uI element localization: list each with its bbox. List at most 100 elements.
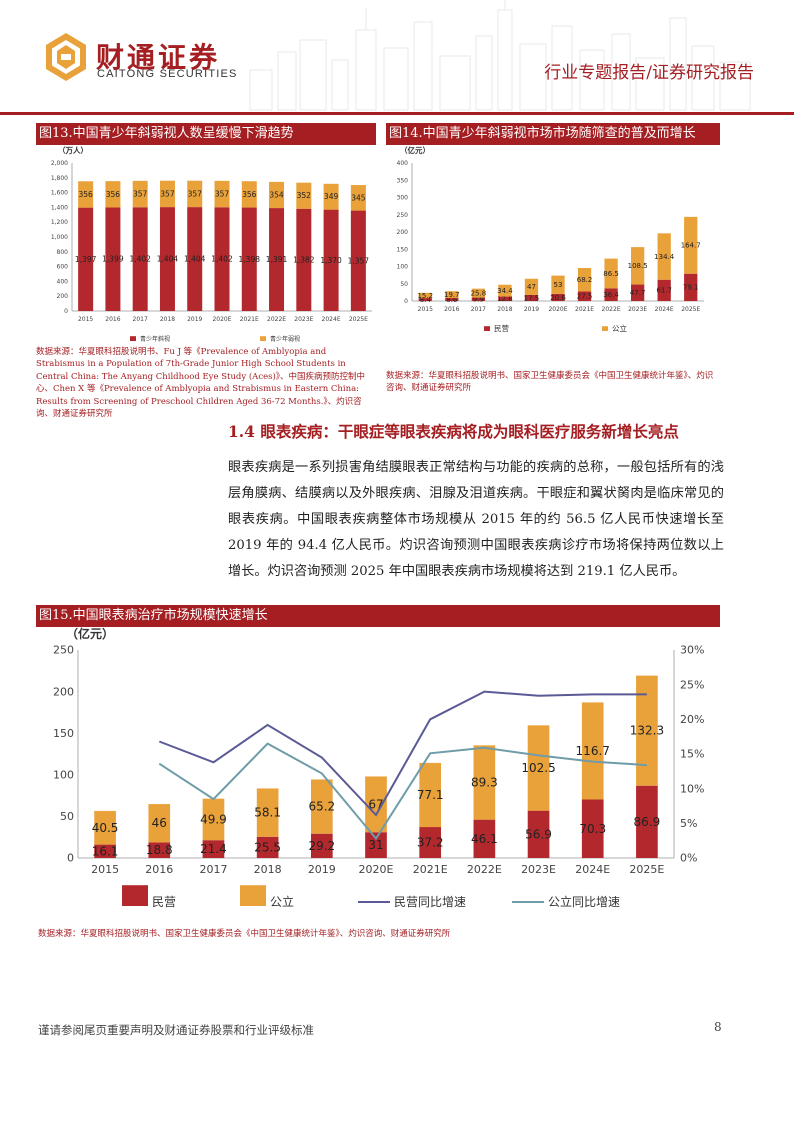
bar-segment xyxy=(631,247,645,285)
y-tick-label: 200 xyxy=(53,685,74,698)
x-tick-label: 2025E xyxy=(349,316,368,323)
bar-segment xyxy=(148,842,171,858)
data-label: 1,391 xyxy=(266,255,288,264)
bar-segment xyxy=(214,180,230,208)
data-label: 36.4 xyxy=(603,291,619,299)
y-tick-label: 100 xyxy=(397,264,409,271)
bar-segment xyxy=(296,182,312,209)
data-label: 46 xyxy=(152,816,167,830)
bar-segment xyxy=(581,702,604,800)
bar-segment xyxy=(94,810,116,845)
y2-tick-label: 30% xyxy=(680,644,704,657)
fig13-chart: （万人） 0 200 400 600 800 1,000 1,200 1,400 1,600 1,8… xyxy=(51,145,372,343)
bar-segment xyxy=(365,832,387,858)
x-tick-label: 2017 xyxy=(199,863,227,876)
y-tick-label: 250 xyxy=(397,212,409,219)
y-tick-label: 0 xyxy=(67,852,74,865)
section-heading: 1.4 眼表疾病：干眼症等眼表疾病将成为眼科医疗服务新增长亮点 xyxy=(228,422,679,441)
y-tick-label: 1,200 xyxy=(51,219,68,226)
data-label: 356 xyxy=(242,190,257,199)
header-divider xyxy=(0,112,794,115)
y2-tick-label: 20% xyxy=(680,713,704,726)
brand-name-en: CAITONG SECURITIES xyxy=(97,68,238,80)
x-tick-label: 2022E xyxy=(467,863,502,876)
data-label: 86.5 xyxy=(603,270,619,278)
bar-segment xyxy=(323,209,339,311)
bar-segment xyxy=(350,210,366,311)
data-label: 356 xyxy=(78,190,93,199)
bar-segment xyxy=(581,799,604,858)
data-label: 108.5 xyxy=(628,262,648,270)
bar-segment xyxy=(241,207,257,311)
bar-segment xyxy=(471,297,485,301)
bar-segment xyxy=(636,785,658,858)
x-tick-label: 2016 xyxy=(444,306,459,313)
fig15-source: 数据来源：华夏眼科招股说明书、国家卫生健康委员会《中国卫生健康统计年鉴》、灼识咨… xyxy=(38,929,451,939)
data-label: 1,402 xyxy=(211,255,233,264)
data-label: 17.5 xyxy=(524,294,540,302)
data-label: 9.9 xyxy=(473,296,484,304)
bar-segment xyxy=(159,207,175,311)
bar-segment xyxy=(132,207,148,311)
x-tick-label: 2019 xyxy=(308,863,336,876)
y-axis-unit-label: （亿元） xyxy=(66,626,114,641)
data-label: 102.5 xyxy=(521,761,555,775)
data-label: 47.7 xyxy=(630,289,646,297)
data-label: 16.1 xyxy=(92,844,119,858)
y-tick-label: 0 xyxy=(64,308,68,315)
x-tick-label: 2017 xyxy=(471,306,486,313)
bar-segment xyxy=(105,207,121,311)
bar-segment xyxy=(551,293,565,301)
bar-segment xyxy=(365,776,387,833)
bar-segment xyxy=(604,288,618,301)
bar-segment xyxy=(657,233,671,280)
data-label: 1,402 xyxy=(129,255,151,264)
y-tick-label: 1,000 xyxy=(51,234,68,241)
x-tick-label: 2023E xyxy=(628,306,647,313)
data-label: 89.3 xyxy=(471,775,498,789)
bar-segment xyxy=(498,296,512,301)
bar-segment xyxy=(418,298,432,301)
data-label: 354 xyxy=(269,190,284,199)
data-label: 37.2 xyxy=(417,836,444,850)
legend-label: 民营 xyxy=(152,895,176,909)
fig13-source: 数据来源：华夏眼科招股说明书、Fu J 等《Prevalence of Ambl… xyxy=(36,347,366,420)
legend-label: 公立 xyxy=(612,323,627,333)
x-tick-label: 2024E xyxy=(575,863,610,876)
x-tick-label: 2015 xyxy=(91,863,119,876)
data-label: 1,382 xyxy=(293,255,315,264)
legend-swatch xyxy=(602,326,608,331)
bar-segment xyxy=(78,207,94,311)
data-label: 20.6 xyxy=(550,294,566,302)
data-label: 56.9 xyxy=(525,827,552,841)
y-axis-unit-label: （亿元） xyxy=(400,145,430,155)
y-tick-label: 0 xyxy=(404,298,408,305)
data-label: 1,370 xyxy=(320,256,342,265)
bar-segment xyxy=(159,180,175,208)
bar-segment xyxy=(310,833,333,858)
bar-segment xyxy=(241,181,257,208)
bar-segment xyxy=(471,288,485,298)
y2-tick-label: 15% xyxy=(680,748,704,761)
data-label: 357 xyxy=(160,189,175,198)
y-tick-label: 350 xyxy=(397,177,409,184)
data-label: 53 xyxy=(554,281,563,289)
data-label: 18.8 xyxy=(146,843,173,857)
bar-segment xyxy=(551,275,565,294)
fig14-source: 数据来源：华夏眼科招股说明书、国家卫生健康委员会《中国卫生健康统计年鉴》、灼识咨… xyxy=(386,371,714,394)
fig14-chart: （亿元） 0 50 100 150 200 250 300 350 400 8.415.2 2015 8… xyxy=(397,145,704,333)
data-label: 1,404 xyxy=(157,255,179,264)
y-tick-label: 150 xyxy=(397,246,409,253)
data-label: 349 xyxy=(324,192,339,201)
bar-segment xyxy=(132,180,148,208)
data-label: 8.4 xyxy=(420,296,432,304)
y-tick-label: 50 xyxy=(400,281,408,288)
data-label: 77.1 xyxy=(417,788,444,802)
legend-label: 民营 xyxy=(494,323,509,333)
data-label: 29.2 xyxy=(308,839,335,853)
fig15-chart: （亿元） 0 50 100 150 200 250 16.1 40.5 2015 18.8 46 201… xyxy=(53,626,704,909)
x-tick-label: 2024E xyxy=(322,316,341,323)
data-label: 25.8 xyxy=(471,289,487,297)
data-label: 58.1 xyxy=(254,806,281,820)
y-tick-label: 2,000 xyxy=(51,160,68,167)
